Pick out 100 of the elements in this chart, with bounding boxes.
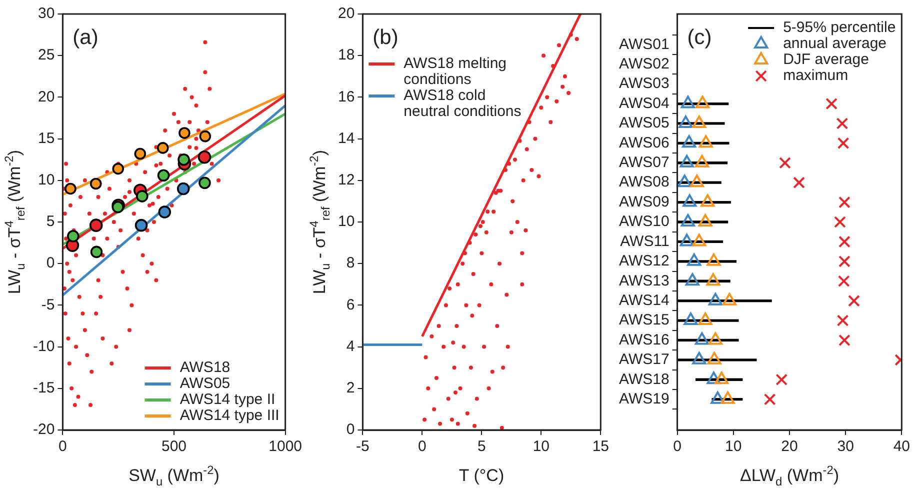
point — [714, 372, 729, 384]
point — [158, 206, 172, 218]
x-tick-label: 10 — [532, 438, 550, 456]
point — [198, 176, 211, 190]
legend-label: 5-95% percentile — [783, 19, 896, 36]
point — [698, 135, 713, 148]
point — [708, 332, 722, 345]
point — [706, 273, 720, 286]
y-tick-label: 10 — [38, 172, 55, 189]
point — [722, 292, 737, 306]
point — [178, 153, 190, 166]
y-tick-label: AWS03 — [619, 75, 670, 92]
point — [687, 253, 702, 266]
x-tick-label: 40 — [893, 438, 910, 456]
point — [710, 391, 725, 404]
y-tick-label: AWS14 — [619, 292, 670, 309]
y-tick-label: AWS01 — [619, 36, 670, 53]
y-tick-label: AWS18 — [619, 370, 670, 388]
x-tick-label: 0 — [58, 438, 67, 456]
x-tick-label: 0 — [418, 438, 426, 456]
legend-label: DJF average — [783, 51, 869, 68]
y-tick-label: 0 — [346, 421, 355, 438]
y-tick-label: 20 — [338, 5, 355, 22]
y-tick-label: -20 — [32, 421, 55, 438]
point — [692, 115, 706, 128]
x-tick-label: 15 — [592, 438, 609, 456]
legend-label: AWS05 — [180, 375, 230, 392]
point — [112, 162, 124, 175]
point — [66, 230, 80, 242]
y-tick-label: AWS12 — [619, 252, 670, 270]
point — [680, 154, 694, 168]
legend-label: maximum — [783, 67, 848, 84]
y-tick-label: 6 — [346, 296, 355, 314]
point — [682, 194, 697, 207]
point — [198, 150, 212, 164]
point — [136, 190, 148, 202]
text: (a) — [72, 26, 98, 49]
point — [678, 174, 692, 188]
y-tick-label: 12 — [338, 172, 355, 189]
legend-label: AWS14 type II — [180, 391, 276, 408]
point — [678, 115, 693, 128]
y-tick-label: -5 — [41, 296, 55, 314]
point — [90, 178, 102, 190]
point — [700, 194, 715, 207]
y-tick-label: AWS09 — [619, 193, 670, 210]
point — [720, 391, 735, 404]
point — [706, 253, 721, 266]
y-tick-label: 20 — [38, 88, 55, 106]
point — [156, 142, 169, 154]
y-tick-label: -10 — [32, 338, 55, 355]
point — [692, 352, 706, 364]
legend-label: AWS18 melting conditions — [404, 55, 507, 88]
y-tick-label: AWS17 — [619, 351, 670, 368]
y-tick-label: AWS04 — [619, 94, 670, 112]
point — [706, 372, 721, 384]
x-tick-label: 1000 — [268, 438, 302, 456]
y-tick-label: 16 — [338, 88, 355, 106]
y-tick-label: 2 — [346, 380, 355, 397]
legend-label: AWS18 — [180, 359, 230, 376]
point — [698, 312, 712, 326]
y-tick-label: 4 — [346, 338, 355, 355]
x-tick-label: 10 — [725, 438, 742, 456]
point — [695, 96, 710, 108]
y-axis-title: LWu - σT4ref (Wm-2) — [2, 150, 28, 294]
x-axis-title: T (°C) — [458, 466, 504, 485]
point — [707, 352, 722, 364]
point — [680, 96, 696, 108]
y-axis-title: LWu - σT4ref (Wm-2) — [306, 150, 332, 294]
point — [684, 312, 698, 326]
point — [199, 130, 212, 142]
y-tick-label: AWS13 — [619, 272, 670, 290]
y-tick-label: AWS19 — [619, 390, 670, 408]
point — [680, 214, 696, 226]
y-tick-label: AWS10 — [619, 213, 670, 230]
point — [134, 218, 148, 232]
point — [64, 182, 76, 195]
point — [89, 218, 103, 232]
y-tick-label: AWS15 — [619, 312, 670, 329]
y-tick-label: 5 — [46, 213, 55, 230]
point — [685, 273, 700, 286]
point — [176, 182, 190, 196]
y-tick-label: AWS16 — [619, 331, 670, 348]
y-tick-label: AWS02 — [619, 56, 670, 72]
point — [690, 174, 704, 188]
y-tick-label: AWS07 — [619, 154, 670, 172]
point — [90, 246, 103, 258]
x-tick-label: 500 — [161, 438, 187, 456]
point — [157, 169, 170, 182]
legend-label: AWS14 type III — [180, 407, 280, 424]
y-tick-label: -15 — [32, 380, 55, 397]
legend-label: annual average — [783, 35, 887, 52]
y-tick-label: 8 — [346, 254, 355, 272]
point — [680, 234, 694, 246]
text: (b) — [372, 26, 398, 49]
legend-label: AWS18 cold neutral conditions — [404, 87, 522, 120]
y-tick-label: AWS06 — [619, 134, 670, 152]
y-tick-label: 18 — [338, 46, 355, 64]
y-tick-label: 15 — [38, 130, 55, 147]
y-tick-label: AWS05 — [619, 114, 670, 132]
point — [694, 154, 710, 168]
